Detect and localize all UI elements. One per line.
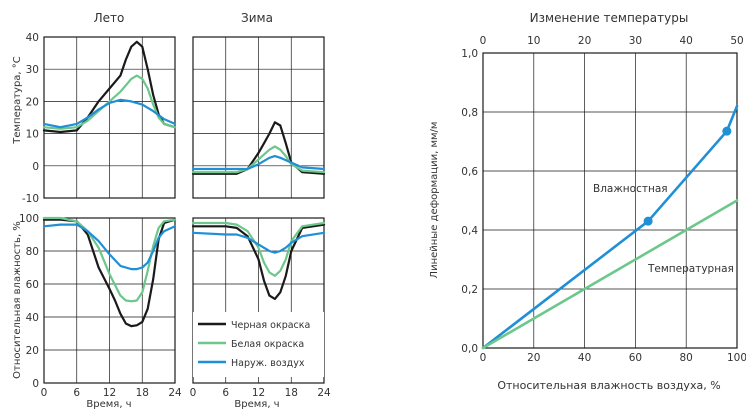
y-tick-label: 80	[26, 246, 39, 258]
plot-frame	[192, 36, 325, 199]
series-line-green	[191, 145, 326, 174]
y-tick-label: 0,4	[461, 225, 478, 237]
right-ylabel: Линейные деформации, мм/м	[429, 122, 440, 279]
label-moisture: Влажностная	[593, 183, 668, 195]
x-tick-label: 18	[285, 387, 298, 399]
y-tick-label: 100	[19, 213, 39, 225]
top-x-tick-label: 10	[527, 35, 540, 47]
plot-frame	[43, 36, 176, 199]
chart-winter-temperature	[191, 36, 326, 199]
legend: Черная окраска Белая окраска Наруж. возд…	[193, 312, 324, 377]
y-tick-label: 0,2	[461, 284, 478, 296]
y-tick-label: 1,0	[461, 48, 478, 60]
y-tick-label: 0	[32, 378, 39, 390]
series-line-blue	[42, 223, 177, 271]
data-point-marker	[643, 216, 653, 226]
x-tick-label: 0	[190, 387, 197, 399]
y-tick-label: 60	[26, 279, 39, 291]
x-tick-label: 6	[222, 387, 229, 399]
x-tick-label: 12	[103, 387, 116, 399]
plot-frame	[43, 217, 176, 384]
x-tick-label: 20	[527, 352, 540, 364]
series-line-green	[191, 221, 326, 277]
top-x-tick-label: 40	[680, 35, 693, 47]
series-line-blue	[481, 104, 739, 350]
xlabel-time-winter: Время, ч	[234, 399, 279, 409]
x-tick-label: 60	[629, 352, 642, 364]
series-line-black	[191, 223, 326, 300]
label-temperature: Температурная	[647, 263, 734, 275]
series-line-blue	[42, 98, 177, 129]
top-x-tick-label: 50	[730, 35, 743, 47]
series-line-blue	[191, 231, 326, 254]
plot-frame	[482, 52, 738, 349]
y-tick-label: 0,6	[461, 166, 478, 178]
legend-label-black: Черная окраска	[231, 320, 310, 331]
x-tick-label: 18	[136, 387, 149, 399]
top-x-tick-label: 0	[480, 35, 487, 47]
x-tick-label: 24	[168, 387, 182, 399]
x-tick-label: 12	[252, 387, 265, 399]
title-summer: Лето	[94, 11, 125, 25]
legend-label-blue: Наруж. воздух	[231, 358, 305, 369]
series-line-green	[481, 199, 739, 350]
chart-summer-temperature: -10 0 10 20 30 40	[22, 32, 177, 205]
top-x-tick-label: 30	[629, 35, 642, 47]
x-tick-label: 100	[727, 352, 746, 364]
top-x-tick-label: 20	[578, 35, 591, 47]
chart-summer-humidity: 0 6 12 18 24 0 20 40 60 80 100	[19, 213, 182, 399]
data-point-marker	[722, 126, 732, 136]
x-tick-label: 0	[41, 387, 48, 399]
title-winter: Зима	[241, 11, 273, 25]
y-tick-label: 30	[26, 64, 39, 76]
y-tick-label: -10	[22, 193, 39, 205]
y-tick-label: 40	[26, 32, 39, 44]
x-tick-label: 24	[317, 387, 331, 399]
xlabel-time-summer: Время, ч	[86, 399, 131, 409]
ylabel-humidity: Относительная влажность, %	[12, 221, 23, 379]
top-axis-label: Изменение температуры	[530, 11, 689, 25]
legend-label-green: Белая окраска	[231, 339, 304, 350]
x-tick-label: 6	[73, 387, 80, 399]
y-tick-label: 10	[26, 129, 39, 141]
x-tick-label: 40	[578, 352, 591, 364]
ylabel-temperature: Температура, °С	[12, 56, 23, 145]
y-tick-label: 0,8	[461, 107, 478, 119]
series-line-blue	[191, 155, 326, 171]
y-tick-label: 20	[26, 345, 39, 357]
y-tick-label: 0,0	[461, 343, 478, 355]
y-tick-label: 40	[26, 312, 39, 324]
series-line-green	[42, 216, 177, 303]
right-xlabel: Относительная влажность воздуха, %	[497, 379, 720, 392]
x-tick-label: 0	[480, 352, 487, 364]
y-tick-label: 20	[26, 96, 39, 108]
y-tick-label: 0	[32, 161, 39, 173]
x-tick-label: 80	[680, 352, 693, 364]
plot-frame	[192, 217, 325, 384]
